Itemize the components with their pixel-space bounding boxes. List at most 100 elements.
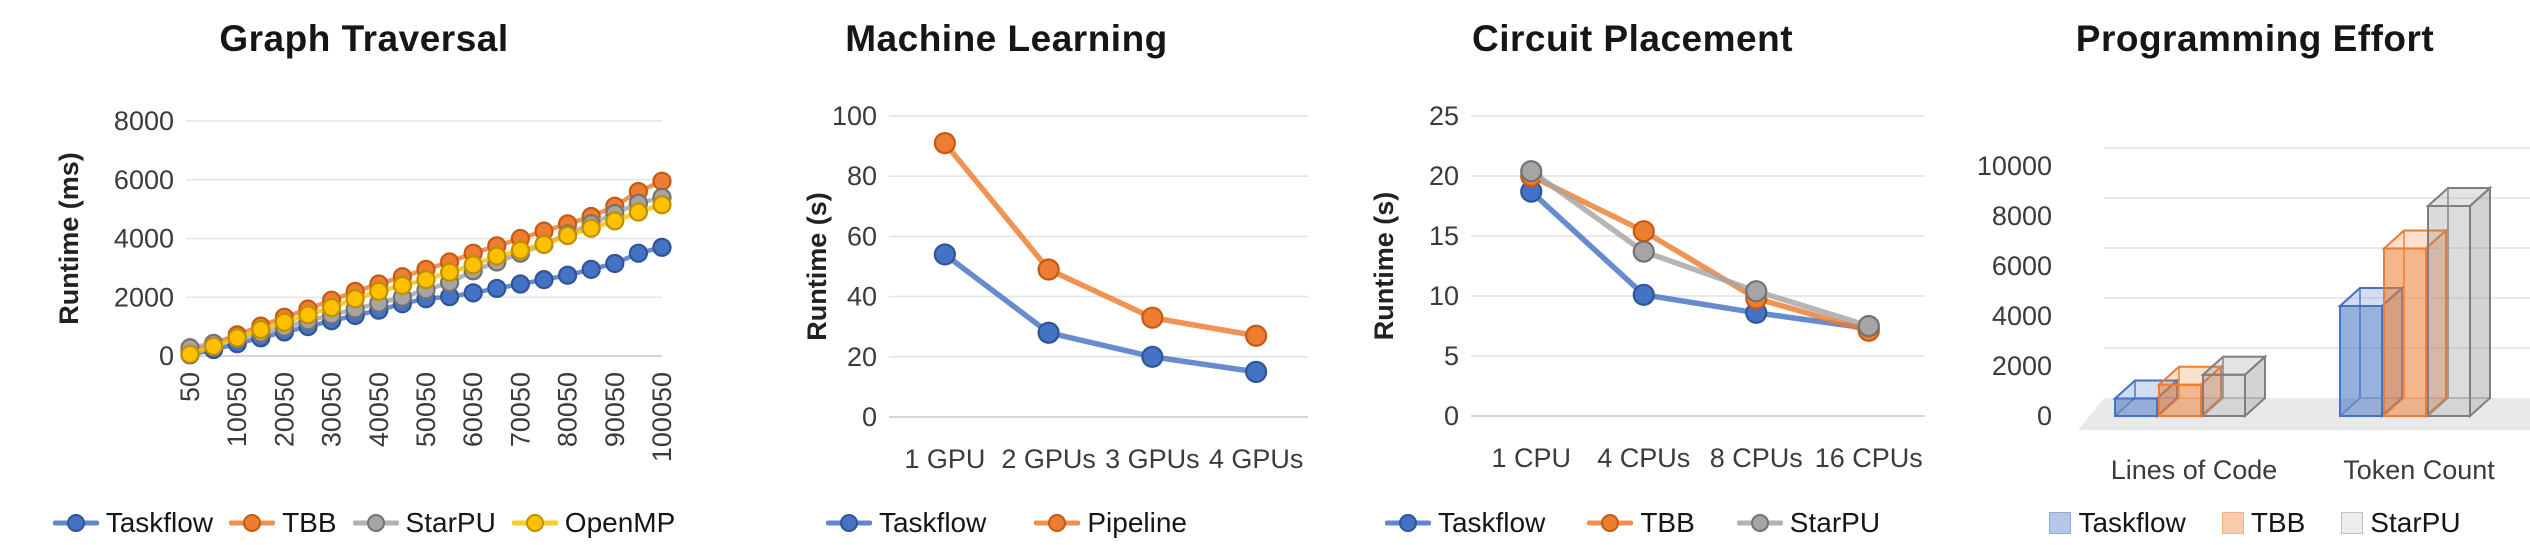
data-point — [628, 243, 649, 263]
data-point — [298, 305, 318, 325]
legend-label: StarPU — [1789, 507, 1881, 538]
x-tick-label: 30050 — [317, 372, 347, 447]
data-point — [487, 278, 507, 299]
y-tick-label: 6000 — [114, 165, 174, 195]
programming-effort-panel: 0 2000 4000 6000 8000 10000 Lines of Code Token… — [1940, 16, 2530, 545]
legend-line-marker-icon — [1034, 514, 1081, 532]
y-tick-label: 20 — [847, 342, 877, 372]
series-openmp — [180, 195, 672, 364]
data-point — [1037, 258, 1060, 281]
x-tick-label: 90050 — [600, 372, 630, 447]
data-point — [1632, 283, 1655, 306]
x-tick-label: 60050 — [458, 372, 488, 447]
y-axis-title: Runtime (s) — [802, 192, 832, 341]
graph-traversal-chart: 0 2000 4000 6000 8000 Runtime (ms) 50 10050 2005… — [54, 106, 677, 462]
x-tick-label: 8 CPUs — [1710, 443, 1803, 473]
data-point — [1141, 306, 1164, 329]
legend-line-marker-icon — [1736, 514, 1783, 532]
legend-line-marker-icon — [511, 514, 558, 532]
legend-item-taskflow: Taskflow — [2049, 507, 2186, 539]
machine-learning-panel: 0 20 40 60 80 100 Runtime (s) 1 GPU 2 GPUs 3 GPUs… — [688, 16, 1325, 545]
y-tick-label: 80 — [847, 161, 877, 191]
y-tick-label: 8000 — [114, 106, 174, 136]
x-tick-label: 50 — [175, 372, 205, 402]
data-point — [1520, 160, 1543, 183]
y-tick-label: 2000 — [1992, 351, 2052, 381]
x-tick-label: 70050 — [505, 372, 535, 447]
legend-label: TBB — [1640, 507, 1695, 538]
graph-traversal-legend: Taskflow TBB StarPU OpenMP — [40, 507, 688, 539]
data-point — [345, 289, 365, 309]
data-point — [1037, 321, 1060, 344]
y-tick-label: 8000 — [1992, 201, 2052, 231]
legend-item-tbb: TBB — [1587, 507, 1695, 539]
y-tick-label: 15 — [1429, 221, 1459, 251]
data-point — [1632, 240, 1655, 263]
y-axis-title: Runtime (ms) — [54, 152, 84, 325]
data-point — [933, 243, 956, 266]
data-point — [510, 274, 530, 294]
legend-item-openmp: OpenMP — [511, 507, 676, 539]
data-point — [652, 171, 672, 191]
legend-line-marker-icon — [825, 514, 872, 532]
graph-traversal-panel: 0 2000 4000 6000 8000 Runtime (ms) 50 10050 2005… — [40, 16, 688, 545]
legend-item-taskflow: Taskflow — [825, 507, 986, 539]
legend-item-pipeline: Pipeline — [1034, 507, 1187, 539]
legend-line-marker-icon — [229, 514, 276, 532]
legend-item-tbb: TBB — [2221, 507, 2306, 539]
data-point — [180, 344, 200, 364]
chart-title: Graph Traversal — [219, 18, 509, 59]
legend-square-swatch-icon — [2221, 512, 2244, 534]
data-point — [463, 255, 483, 275]
data-point — [1245, 360, 1268, 383]
x-tick-label: 1 GPU — [904, 444, 985, 474]
y-tick-label: 10000 — [1977, 151, 2052, 181]
series-taskflow — [180, 237, 672, 365]
legend-item-starpu: StarPU — [1736, 507, 1881, 539]
data-point — [534, 234, 554, 254]
legend-label: OpenMP — [564, 507, 676, 538]
y-tick-label: 2000 — [114, 282, 174, 312]
data-point — [369, 281, 389, 301]
data-point — [628, 202, 649, 222]
y-tick-label: 5 — [1444, 341, 1459, 371]
data-point — [1632, 220, 1655, 243]
legend-line-marker-icon — [352, 514, 399, 532]
y-tick-label: 0 — [1444, 401, 1459, 431]
series-tbb — [2156, 228, 2449, 419]
x-tick-label: 4 CPUs — [1597, 443, 1690, 473]
legend-square-swatch-icon — [2049, 512, 2072, 534]
series-pipeline — [933, 131, 1268, 347]
programming-effort-legend: Taskflow TBB StarPU — [1940, 507, 2530, 539]
y-tick-label: 0 — [159, 341, 174, 371]
series-starpu — [2200, 185, 2493, 419]
circuit-placement-legend: Taskflow TBB StarPU — [1325, 507, 1940, 539]
legend-label: Taskflow — [2078, 507, 2186, 538]
data-point — [605, 211, 625, 231]
data-point — [652, 237, 672, 257]
machine-learning-chart: 0 20 40 60 80 100 Runtime (s) 1 GPU 2 GPUs 3 GPUs… — [802, 101, 1308, 474]
legend-item-tbb: TBB — [229, 507, 337, 539]
bar-3d — [2156, 364, 2224, 419]
legend-item-taskflow: Taskflow — [52, 507, 213, 539]
y-tick-label: 25 — [1429, 101, 1459, 131]
data-point — [392, 275, 412, 296]
y-axis-title: Runtime (s) — [1369, 192, 1399, 341]
x-tick-label: Lines of Code — [2111, 455, 2278, 485]
data-point — [510, 240, 530, 260]
data-point — [534, 270, 554, 290]
x-tick-label: 40050 — [364, 372, 394, 447]
y-tick-label: 60 — [847, 221, 877, 251]
data-point — [204, 336, 224, 356]
legend-item-starpu: StarPU — [352, 507, 496, 539]
gridlines — [889, 115, 1308, 418]
x-tick-label: 10050 — [222, 372, 252, 447]
x-tick-label: 4 GPUs — [1209, 444, 1304, 474]
y-tick-label: 10 — [1429, 281, 1459, 311]
legend-square-swatch-icon — [2341, 512, 2364, 534]
y-tick-label: 20 — [1429, 161, 1459, 191]
legend-item-starpu: StarPU — [2341, 507, 2461, 539]
legend-label: TBB — [2250, 507, 2306, 538]
circuit-placement-chart: 0 5 10 15 20 25 Runtime (s) 1 CPU 4 CPUs 8 CPUs 16… — [1369, 101, 1925, 473]
bar-3d — [2425, 185, 2493, 419]
